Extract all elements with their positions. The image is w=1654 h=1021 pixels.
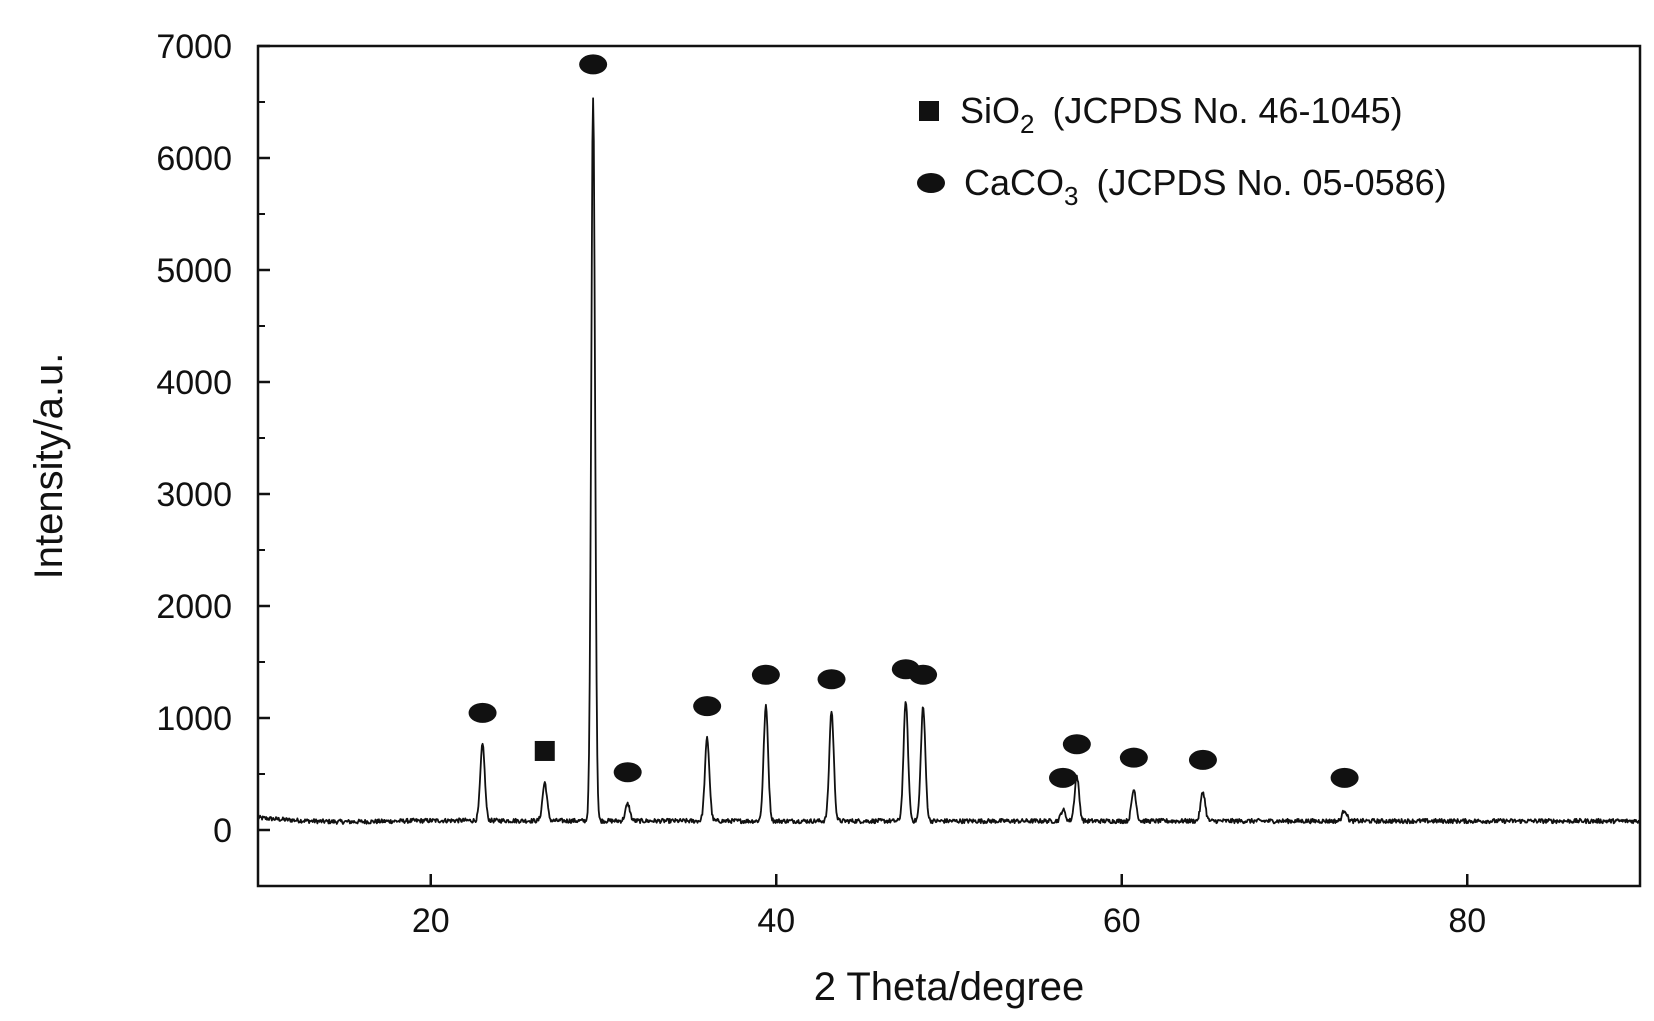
- x-tick-label: 20: [412, 902, 450, 940]
- y-tick-label: 1000: [156, 700, 232, 738]
- y-tick-label: 7000: [156, 28, 232, 66]
- caco3-peak-marker: [817, 669, 846, 690]
- caco3-peak-marker: [468, 702, 497, 723]
- caco3-peak-marker: [1188, 749, 1217, 770]
- legend-subscript: 3: [1064, 181, 1078, 211]
- y-tick-label: 2000: [156, 588, 232, 626]
- legend-subscript: 2: [1020, 109, 1034, 139]
- x-tick-label: 40: [757, 902, 795, 940]
- x-axis-title: 2 Theta/degree: [814, 965, 1085, 1009]
- caco3-peak-marker: [693, 696, 722, 717]
- xrd-spectrum: [257, 97, 1641, 825]
- caco3-peak-marker: [579, 54, 608, 75]
- y-tick-label: 3000: [156, 476, 232, 514]
- legend-square-marker: [919, 101, 939, 121]
- caco3-peak-marker: [1330, 767, 1359, 788]
- caco3-peak-marker: [909, 664, 938, 685]
- y-tick-label: 5000: [156, 252, 232, 290]
- plot-frame: [256, 44, 1642, 888]
- x-tick-label: 60: [1103, 902, 1141, 940]
- peak-markers: [468, 54, 1359, 788]
- legend-formula: CaCO: [964, 162, 1064, 203]
- y-tick-label: 6000: [156, 140, 232, 178]
- legend: SiO2 (JCPDS No. 46-1045) CaCO3 (JCPDS No. …: [917, 90, 1447, 211]
- caco3-peak-marker: [751, 664, 780, 685]
- legend-formula: SiO: [960, 90, 1020, 131]
- y-tick-label: 0: [213, 812, 232, 850]
- xrd-trace: [257, 97, 1641, 825]
- caco3-peak-marker: [1119, 747, 1148, 768]
- caco3-peak-marker: [1062, 734, 1091, 755]
- tick-labels: 20 40 60 80 0 1000 2000 3000 4000 5000 6000 7000: [156, 28, 1486, 940]
- caco3-peak-marker: [613, 762, 642, 783]
- sio2-peak-marker: [534, 740, 555, 761]
- y-axis-title: Intensity/a.u.: [27, 353, 71, 580]
- legend-entry-sio2: SiO2 (JCPDS No. 46-1045): [960, 90, 1403, 139]
- x-tick-label: 80: [1448, 902, 1486, 940]
- legend-note: (JCPDS No. 05-0586): [1097, 162, 1447, 203]
- legend-note: (JCPDS No. 46-1045): [1052, 90, 1402, 131]
- y-tick-label: 4000: [156, 364, 232, 402]
- legend-circle-marker: [917, 173, 945, 193]
- legend-entry-caco3: CaCO3 (JCPDS No. 05-0586): [964, 162, 1447, 211]
- caco3-peak-marker: [1049, 767, 1078, 788]
